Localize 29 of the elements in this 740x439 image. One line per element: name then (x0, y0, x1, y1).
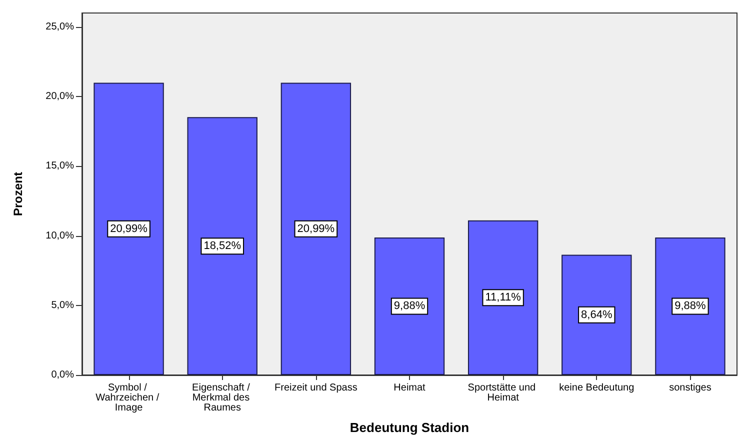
data-label: 20,99% (297, 222, 335, 235)
data-label: 9,88% (674, 300, 706, 312)
y-tick-label: 15,0% (46, 160, 74, 172)
x-tick-label: Heimat (394, 382, 426, 394)
data-label: 11,11% (485, 292, 522, 304)
y-tick-label: 10,0% (46, 230, 74, 242)
bar (562, 254, 632, 375)
data-label: 8,64% (581, 308, 612, 321)
bar (94, 82, 164, 375)
y-tick-label: 20,0% (46, 91, 74, 102)
x-tick-label: Freizeit und Spass (274, 382, 358, 394)
y-axis-title: Prozent (11, 172, 25, 216)
y-tick-label: 5,0% (51, 300, 74, 311)
x-tick-label: Symbol / Wahrzeichen / Image (96, 382, 162, 414)
y-tick-label: 0,0% (51, 370, 74, 380)
bar (655, 237, 726, 375)
x-tick-label: sonstiges (669, 382, 712, 394)
x-tick-label: keine Bedeutung (559, 382, 634, 394)
x-tick-label: Eigenschaft / Merkmal des Raumes (192, 382, 253, 414)
bar (468, 220, 538, 375)
data-label: 20,99% (110, 222, 148, 235)
bar (187, 117, 258, 375)
data-label: 18,52% (204, 240, 242, 252)
data-label: 9,88% (394, 300, 426, 312)
x-tick-label: Sportstätte und Heimat (468, 382, 538, 404)
bar (280, 82, 352, 375)
x-axis-title: Bedeutung Stadion (350, 420, 470, 435)
bar (374, 237, 445, 375)
y-tick-label: 25,0% (46, 21, 74, 32)
